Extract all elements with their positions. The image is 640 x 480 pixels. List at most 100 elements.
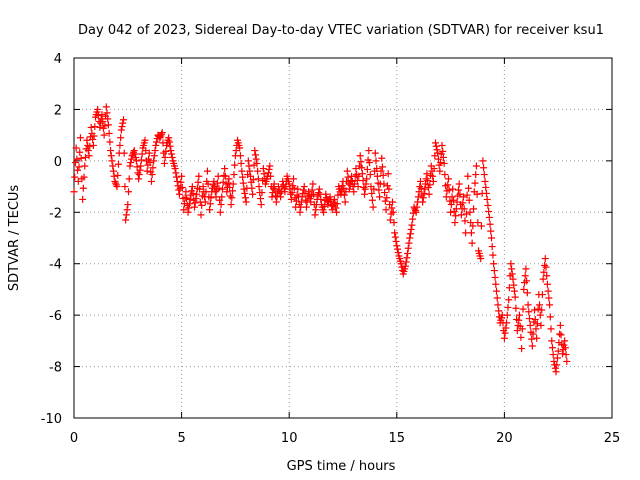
data-point-marker [352, 165, 360, 173]
data-point-marker [404, 249, 412, 257]
data-point-marker [168, 153, 176, 161]
data-point-marker [551, 364, 559, 372]
data-point-marker [109, 162, 117, 170]
data-point-marker [305, 188, 313, 196]
data-point-marker [150, 152, 158, 160]
data-point-marker [99, 117, 107, 125]
data-point-marker [226, 192, 234, 200]
x-tick-label: 0 [70, 431, 78, 446]
data-point-marker [172, 169, 180, 177]
data-point-marker [562, 351, 570, 359]
data-point-marker [474, 219, 482, 227]
data-point-marker [300, 183, 308, 191]
data-point-marker [272, 198, 280, 206]
data-point-marker [515, 311, 523, 319]
data-point-marker [408, 221, 416, 229]
data-point-marker [448, 193, 456, 201]
data-point-marker [371, 149, 379, 157]
data-point-marker [270, 180, 278, 188]
data-point-marker [207, 194, 215, 202]
data-point-marker [203, 167, 211, 175]
data-point-marker [175, 190, 183, 198]
data-point-marker [178, 172, 186, 180]
data-point-marker [294, 185, 302, 193]
x-tick-label: 25 [604, 431, 621, 446]
data-point-marker [486, 220, 494, 228]
data-point-marker [112, 179, 120, 187]
data-point-marker [420, 189, 428, 197]
data-point-marker [91, 123, 99, 131]
data-point-marker [525, 308, 533, 316]
data-points [70, 103, 571, 376]
data-point-marker [74, 166, 82, 174]
data-point-marker [501, 329, 509, 337]
data-point-marker [148, 171, 156, 179]
data-point-marker [166, 142, 174, 150]
data-point-marker [280, 184, 288, 192]
data-point-marker [307, 198, 315, 206]
data-point-marker [127, 159, 135, 167]
data-point-marker [502, 324, 510, 332]
data-point-marker [464, 172, 472, 180]
data-point-marker [259, 165, 267, 173]
data-point-marker [214, 172, 222, 180]
data-point-marker [493, 287, 501, 295]
data-point-marker [495, 307, 503, 315]
data-point-marker [118, 123, 126, 131]
data-point-marker [249, 176, 257, 184]
data-point-marker [72, 144, 80, 152]
y-tick-label: -10 [41, 412, 62, 427]
data-point-marker [217, 201, 225, 209]
data-point-marker [132, 153, 140, 161]
data-point-marker [75, 163, 83, 171]
data-point-marker [483, 195, 491, 203]
data-point-marker [451, 219, 459, 227]
data-point-marker [406, 234, 414, 242]
data-point-marker [528, 335, 536, 343]
data-point-marker [538, 291, 546, 299]
data-point-marker [386, 216, 394, 224]
data-point-marker [145, 149, 153, 157]
data-point-marker [125, 175, 133, 183]
data-point-marker [366, 171, 374, 179]
data-point-marker [328, 206, 336, 214]
data-point-marker [199, 183, 207, 191]
data-point-marker [382, 206, 390, 214]
data-point-marker [545, 294, 553, 302]
data-point-marker [358, 164, 366, 172]
data-point-marker [561, 337, 569, 345]
data-point-marker [372, 157, 380, 165]
data-point-marker [308, 186, 316, 194]
data-point-marker [158, 129, 166, 137]
data-point-marker [430, 165, 438, 173]
data-point-marker [376, 193, 384, 201]
data-point-marker [257, 195, 265, 203]
data-point-marker [112, 181, 120, 189]
data-point-marker [70, 188, 78, 196]
data-point-marker [117, 126, 125, 134]
data-point-marker [536, 301, 544, 309]
data-point-marker [434, 149, 442, 157]
data-point-marker [108, 157, 116, 165]
data-point-marker [269, 184, 277, 192]
data-point-marker [98, 111, 106, 119]
data-point-marker [194, 178, 202, 186]
data-point-marker [221, 172, 229, 180]
data-point-marker [553, 354, 561, 362]
data-point-marker [369, 203, 377, 211]
x-tick-label: 10 [281, 431, 298, 446]
y-tick-label: -8 [49, 361, 62, 376]
data-point-marker [122, 216, 130, 224]
data-point-marker [288, 189, 296, 197]
y-tick-label: -4 [49, 258, 62, 273]
data-point-marker [101, 122, 109, 130]
data-point-marker [402, 258, 410, 266]
data-point-marker [465, 184, 473, 192]
data-point-marker [513, 327, 521, 335]
x-tick-label: 20 [496, 431, 513, 446]
data-point-marker [438, 141, 446, 149]
data-point-marker [417, 184, 425, 192]
data-point-marker [120, 149, 128, 157]
data-point-marker [479, 157, 487, 165]
